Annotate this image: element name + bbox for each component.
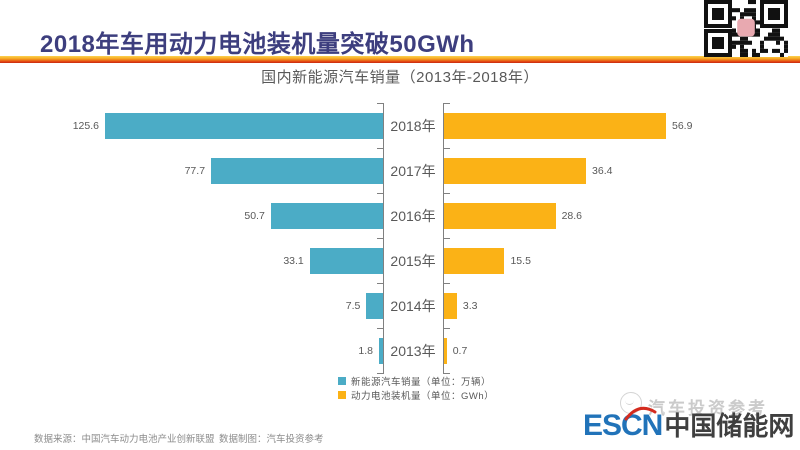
bar-right-2013年 xyxy=(444,337,447,364)
bar-right-2018年 xyxy=(444,112,666,139)
watermark-text: 汽车投资参考 xyxy=(648,399,768,418)
legend-swatch-icon xyxy=(338,391,346,399)
axis-tick xyxy=(444,148,450,149)
page-title: 2018年车用动力电池装机量突破50GWh xyxy=(40,31,475,58)
qr-code-icon xyxy=(704,0,788,58)
bar-left-2015年 xyxy=(309,247,383,274)
axis-tick xyxy=(377,103,383,104)
axis-tick xyxy=(377,283,383,284)
value-label-right: 36.4 xyxy=(592,164,613,177)
title-divider xyxy=(0,56,800,63)
legend-item: 动力电池装机量（单位：GWh） xyxy=(338,388,494,402)
bar-right-2015年 xyxy=(444,247,505,274)
value-label-right: 0.7 xyxy=(452,344,468,357)
value-label-right: 3.3 xyxy=(462,299,478,312)
value-label-left: 50.7 xyxy=(244,209,265,222)
escn-logo-text-en: ESCN xyxy=(583,409,663,442)
bar-left-2014年 xyxy=(366,292,383,319)
legend-swatch-icon xyxy=(338,377,346,385)
year-label: 2016年 xyxy=(390,207,436,224)
axis-tick xyxy=(444,238,450,239)
chart-legend: 新能源汽车销量（单位：万辆） 动力电池装机量（单位：GWh） xyxy=(338,374,494,402)
year-label: 2017年 xyxy=(390,162,436,179)
legend-item: 新能源汽车销量（单位：万辆） xyxy=(338,374,494,388)
value-label-left: 7.5 xyxy=(345,299,361,312)
right-category-axis xyxy=(443,103,444,374)
escn-logo: ESCN 中国储能网 xyxy=(583,406,795,443)
axis-tick xyxy=(377,238,383,239)
axis-tick xyxy=(377,193,383,194)
legend-label: 动力电池装机量（单位：GWh） xyxy=(351,391,495,402)
value-label-left: 125.6 xyxy=(72,119,99,132)
escn-logo-text-cn: 中国储能网 xyxy=(664,411,795,441)
axis-tick xyxy=(444,283,450,284)
axis-tick xyxy=(444,328,450,329)
axis-tick xyxy=(444,373,450,374)
chart-credit-note: 数据制图：汽车投资参考 xyxy=(219,434,324,445)
bar-left-2018年 xyxy=(105,112,383,139)
year-label: 2018年 xyxy=(390,117,436,134)
year-label: 2014年 xyxy=(390,297,436,314)
value-label-left: 1.8 xyxy=(358,344,374,357)
left-category-axis xyxy=(383,103,384,374)
bar-left-2016年 xyxy=(270,202,383,229)
chart-title: 国内新能源汽车销量（2013年-2018年） xyxy=(261,69,539,86)
axis-tick xyxy=(444,193,450,194)
year-label: 2015年 xyxy=(390,252,436,269)
year-label: 2013年 xyxy=(390,342,436,359)
bar-right-2016年 xyxy=(444,202,556,229)
axis-tick xyxy=(444,103,450,104)
value-label-left: 77.7 xyxy=(184,164,206,177)
bar-left-2013年 xyxy=(379,337,383,364)
bar-right-2014年 xyxy=(444,292,457,319)
bar-right-2017年 xyxy=(444,157,587,184)
value-label-right: 15.5 xyxy=(510,254,531,267)
value-label-right: 28.6 xyxy=(561,209,583,222)
value-label-left: 33.1 xyxy=(283,254,304,267)
legend-label: 新能源汽车销量（单位：万辆） xyxy=(351,377,492,388)
bar-left-2017年 xyxy=(211,157,383,184)
value-label-right: 56.9 xyxy=(672,119,693,132)
escn-logo-swoosh-icon xyxy=(624,406,657,421)
axis-tick xyxy=(377,148,383,149)
axis-tick xyxy=(377,373,383,374)
data-source-note: 数据来源：中国汽车动力电池产业创新联盟 xyxy=(34,434,215,445)
axis-tick xyxy=(377,328,383,329)
